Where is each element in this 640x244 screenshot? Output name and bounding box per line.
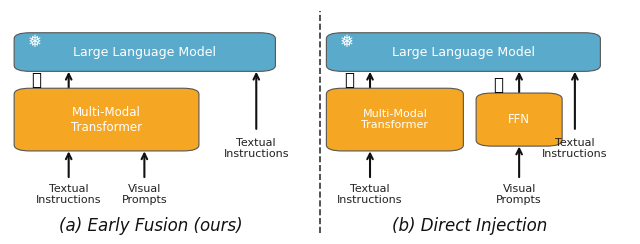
- FancyBboxPatch shape: [14, 33, 275, 71]
- Text: Visual
Prompts: Visual Prompts: [122, 183, 167, 205]
- Text: Multi-Modal
Transformer: Multi-Modal Transformer: [362, 109, 428, 130]
- Text: Textual
Instructions: Textual Instructions: [36, 183, 101, 205]
- Text: Large Language Model: Large Language Model: [73, 46, 216, 59]
- Text: 🔥: 🔥: [31, 71, 42, 90]
- FancyBboxPatch shape: [14, 88, 199, 151]
- Text: Visual
Prompts: Visual Prompts: [496, 183, 542, 205]
- Text: Textual
Instructions: Textual Instructions: [542, 138, 607, 159]
- FancyBboxPatch shape: [326, 33, 600, 71]
- Text: ❅: ❅: [28, 33, 42, 51]
- Text: Multi-Modal
Transformer: Multi-Modal Transformer: [71, 106, 142, 133]
- Text: Textual
Instructions: Textual Instructions: [337, 183, 403, 205]
- FancyBboxPatch shape: [476, 93, 562, 146]
- Text: 🔥: 🔥: [344, 71, 354, 90]
- Text: FFN: FFN: [508, 113, 530, 126]
- FancyBboxPatch shape: [326, 88, 463, 151]
- Text: Large Language Model: Large Language Model: [392, 46, 535, 59]
- Text: (b) Direct Injection: (b) Direct Injection: [392, 217, 547, 235]
- Text: (a) Early Fusion (ours): (a) Early Fusion (ours): [60, 217, 243, 235]
- Text: Textual
Instructions: Textual Instructions: [223, 138, 289, 159]
- Text: ❅: ❅: [340, 33, 354, 51]
- Text: 🔥: 🔥: [493, 76, 504, 94]
